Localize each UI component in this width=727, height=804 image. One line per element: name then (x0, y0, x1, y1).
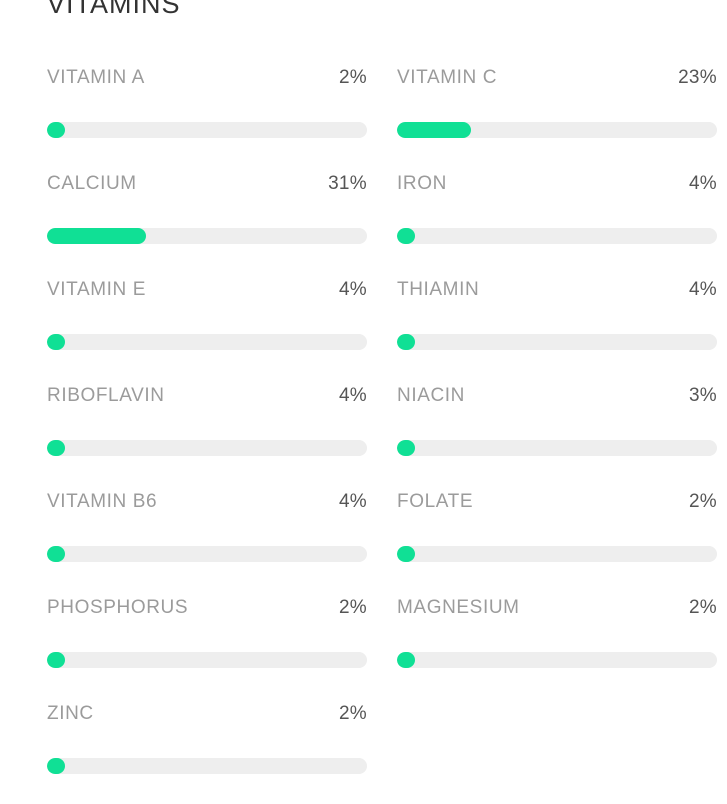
nutrient-percent: 2% (338, 67, 367, 88)
nutrient-percent: 31% (328, 173, 367, 194)
nutrient-name: NIACIN (397, 385, 465, 406)
nutrient-name: RIBOFLAVIN (47, 385, 165, 406)
progress-track (47, 758, 367, 774)
nutrient-header: VITAMIN A 2% (47, 66, 367, 90)
nutrient-riboflavin: RIBOFLAVIN 4% (47, 380, 367, 486)
progress-fill (397, 122, 471, 138)
nutrient-header: RIBOFLAVIN 4% (47, 384, 367, 408)
nutrient-percent: 23% (678, 67, 717, 88)
nutrient-iron: IRON 4% (397, 168, 717, 274)
nutrient-niacin: NIACIN 3% (397, 380, 717, 486)
nutrient-name: ZINC (47, 703, 94, 724)
progress-track (47, 228, 367, 244)
nutrient-header: NIACIN 3% (397, 384, 717, 408)
nutrient-zinc: ZINC 2% (47, 698, 367, 804)
nutrient-vitamin-b6: VITAMIN B6 4% (47, 486, 367, 592)
nutrient-percent: 4% (338, 491, 367, 512)
progress-track (47, 122, 367, 138)
progress-fill (397, 652, 415, 668)
progress-fill (397, 228, 415, 244)
progress-track (397, 334, 717, 350)
nutrient-name: VITAMIN A (47, 67, 145, 88)
nutrient-calcium: CALCIUM 31% (47, 168, 367, 274)
nutrient-name: CALCIUM (47, 173, 137, 194)
progress-fill (47, 122, 65, 138)
nutrient-name: VITAMIN E (47, 279, 146, 300)
nutrient-percent: 2% (338, 703, 367, 724)
progress-fill (47, 440, 65, 456)
nutrient-header: VITAMIN E 4% (47, 278, 367, 302)
nutrient-header: THIAMIN 4% (397, 278, 717, 302)
nutrient-percent: 2% (688, 597, 717, 618)
progress-fill (47, 758, 65, 774)
progress-fill (47, 334, 65, 350)
nutrient-name: THIAMIN (397, 279, 480, 300)
nutrient-vitamin-e: VITAMIN E 4% (47, 274, 367, 380)
progress-track (47, 546, 367, 562)
progress-track (47, 440, 367, 456)
nutrient-name: IRON (397, 173, 447, 194)
progress-track (47, 334, 367, 350)
nutrient-header: MAGNESIUM 2% (397, 596, 717, 620)
nutrient-header: VITAMIN C 23% (397, 66, 717, 90)
nutrient-name: VITAMIN B6 (47, 491, 158, 512)
nutrient-header: FOLATE 2% (397, 490, 717, 514)
nutrient-grid: VITAMIN A 2% VITAMIN C 23% CALCIUM 31% I… (47, 62, 717, 804)
nutrient-percent: 4% (338, 279, 367, 300)
progress-track (397, 228, 717, 244)
nutrient-header: PHOSPHORUS 2% (47, 596, 367, 620)
nutrient-vitamin-c: VITAMIN C 23% (397, 62, 717, 168)
progress-track (397, 122, 717, 138)
nutrient-thiamin: THIAMIN 4% (397, 274, 717, 380)
progress-fill (397, 546, 415, 562)
nutrient-header: VITAMIN B6 4% (47, 490, 367, 514)
progress-fill (47, 546, 65, 562)
progress-fill (397, 440, 415, 456)
progress-fill (47, 228, 147, 244)
nutrient-percent: 2% (338, 597, 367, 618)
nutrient-percent: 4% (688, 279, 717, 300)
progress-track (47, 652, 367, 668)
nutrient-name: FOLATE (397, 491, 474, 512)
nutrient-percent: 2% (688, 491, 717, 512)
nutrient-header: CALCIUM 31% (47, 172, 367, 196)
nutrient-folate: FOLATE 2% (397, 486, 717, 592)
nutrient-name: VITAMIN C (397, 67, 498, 88)
nutrient-vitamin-a: VITAMIN A 2% (47, 62, 367, 168)
progress-fill (397, 334, 415, 350)
section-title: VITAMINS (47, 0, 181, 19)
progress-fill (47, 652, 65, 668)
nutrient-magnesium: MAGNESIUM 2% (397, 592, 717, 698)
nutrient-percent: 4% (688, 173, 717, 194)
nutrient-percent: 4% (338, 385, 367, 406)
nutrient-phosphorus: PHOSPHORUS 2% (47, 592, 367, 698)
nutrient-name: MAGNESIUM (397, 597, 520, 618)
nutrient-percent: 3% (688, 385, 717, 406)
progress-track (397, 440, 717, 456)
progress-track (397, 546, 717, 562)
nutrient-name: PHOSPHORUS (47, 597, 189, 618)
nutrient-header: ZINC 2% (47, 702, 367, 726)
progress-track (397, 652, 717, 668)
nutrient-header: IRON 4% (397, 172, 717, 196)
